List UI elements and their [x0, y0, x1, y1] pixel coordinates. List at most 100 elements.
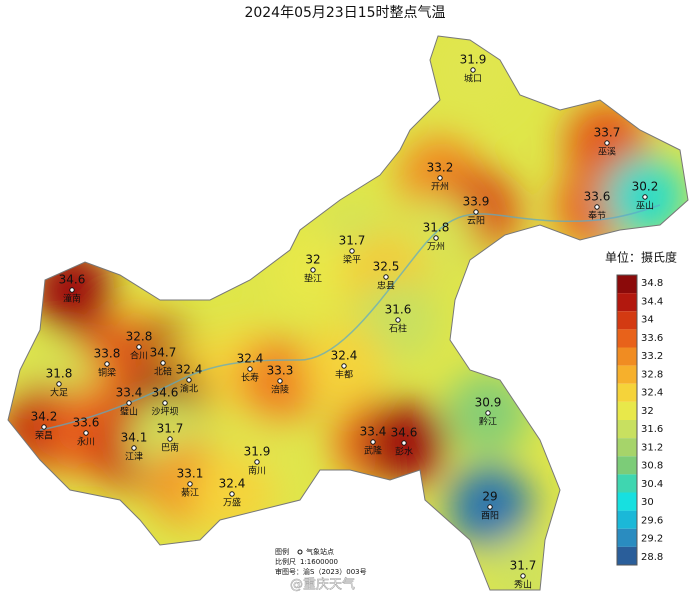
station-marker	[254, 459, 260, 465]
station-marker	[83, 430, 89, 436]
station-marker	[126, 400, 132, 406]
station-marker	[604, 140, 610, 146]
station-name: 巫山	[636, 201, 654, 212]
legend-swatch	[617, 492, 637, 511]
station-value: 32.4	[219, 477, 246, 491]
legend-tick-label: 31.2	[641, 442, 663, 453]
station-value: 31.9	[244, 445, 271, 459]
station-marker	[473, 209, 479, 215]
station-value: 31.8	[423, 221, 450, 235]
station-value: 33.2	[427, 161, 454, 175]
station-value: 31.6	[385, 303, 412, 317]
legend-frame	[616, 274, 638, 566]
station-value: 33.6	[73, 416, 100, 430]
legend-tick-label: 34.4	[641, 296, 663, 307]
station-name: 永川	[77, 436, 95, 448]
station-name: 梁平	[343, 254, 361, 266]
legend: 34.8 34.4 34 33.6 33.2 32.8 32.4 32 31.6 31.2 30.8…	[616, 274, 663, 566]
legend-tick-label: 34.8	[641, 278, 663, 289]
station-value: 33.9	[463, 195, 490, 209]
station-name: 江津	[125, 452, 143, 463]
station-value: 29	[482, 490, 497, 504]
legend-swatch	[617, 329, 637, 348]
station-marker	[383, 274, 389, 280]
station-name: 渝北	[180, 383, 198, 395]
note: 1:1600000	[300, 558, 338, 566]
station-name: 万盛	[223, 497, 241, 509]
legend-swatch	[617, 275, 637, 294]
station-name: 万州	[427, 242, 445, 253]
station-name: 沙坪坝	[151, 407, 178, 418]
station-marker	[229, 491, 235, 497]
station-name: 黔江	[479, 416, 497, 428]
station-name: 潼南	[63, 293, 81, 305]
station-marker	[69, 287, 75, 293]
station-value: 32.5	[373, 260, 400, 274]
note-icon	[297, 549, 303, 555]
legend-tick-label: 32.8	[641, 369, 663, 380]
legend-title: 单位：摄氏度	[605, 250, 677, 265]
station-marker	[187, 481, 193, 487]
station-value: 33.6	[584, 190, 611, 204]
station-name: 大足	[50, 387, 68, 399]
station-value: 31.9	[460, 53, 487, 67]
station-name: 武隆	[364, 445, 382, 457]
watermark: @重庆天气	[290, 577, 355, 593]
legend-swatch	[617, 510, 637, 529]
station-name: 云阳	[467, 216, 485, 227]
station-marker	[594, 204, 600, 210]
station-marker	[370, 439, 376, 445]
station-value: 33.4	[360, 425, 387, 439]
legend-tick-label: 30	[641, 497, 654, 508]
station-name: 北碚	[154, 366, 172, 378]
station-marker	[349, 248, 355, 254]
station-marker	[160, 360, 166, 366]
station-marker	[485, 410, 491, 416]
legend-tick-label: 30.8	[641, 461, 663, 472]
station-name: 璧山	[120, 406, 138, 418]
note: 气象站点	[306, 547, 334, 556]
station-marker	[277, 378, 283, 384]
station-marker	[167, 436, 173, 442]
station-value: 33.7	[594, 126, 621, 140]
station-name: 綦江	[181, 487, 199, 499]
note: 图例	[275, 547, 289, 556]
station-name: 巴南	[161, 442, 179, 454]
station-marker	[395, 317, 401, 323]
station-value: 34.6	[391, 426, 418, 440]
station-value: 34.2	[31, 410, 58, 424]
station-value: 31.8	[46, 367, 73, 381]
station-name: 南川	[248, 465, 266, 477]
station-marker	[642, 194, 648, 200]
station-name: 合川	[130, 350, 148, 362]
legend-tick-label: 32.4	[641, 388, 663, 399]
map-area	[8, 36, 688, 590]
station-marker	[433, 235, 439, 241]
title: 2024年05月23日15时整点气温	[244, 5, 445, 21]
station-marker	[437, 175, 443, 181]
station-value: 34.6	[59, 273, 86, 287]
station-name: 铜梁	[98, 367, 116, 379]
station-value: 30.2	[632, 180, 659, 194]
station-name: 开州	[431, 182, 449, 193]
station-value: 32.4	[331, 349, 358, 363]
legend-tick-label: 33.6	[641, 333, 663, 344]
legend-tick-label: 30.4	[641, 479, 663, 490]
station-name: 丰都	[335, 369, 353, 381]
station-marker	[470, 67, 476, 73]
legend-tick-label: 29.2	[641, 534, 663, 545]
station-name: 奉节	[588, 210, 606, 222]
notes: 图例 气象站点 比例尺 1:1600000 审图号：渝S（2023）003号	[275, 547, 367, 576]
station-value: 32	[305, 253, 320, 267]
station-value: 31.7	[510, 559, 537, 573]
station-marker	[247, 366, 253, 372]
station-name: 秀山	[514, 579, 532, 591]
station-marker	[131, 445, 137, 451]
legend-swatch	[617, 365, 637, 384]
station-name: 城口	[464, 74, 482, 85]
station-value: 33.4	[116, 386, 143, 400]
station-name: 长寿	[241, 372, 259, 384]
station-value: 34.1	[121, 431, 148, 445]
legend-swatch	[617, 401, 637, 420]
